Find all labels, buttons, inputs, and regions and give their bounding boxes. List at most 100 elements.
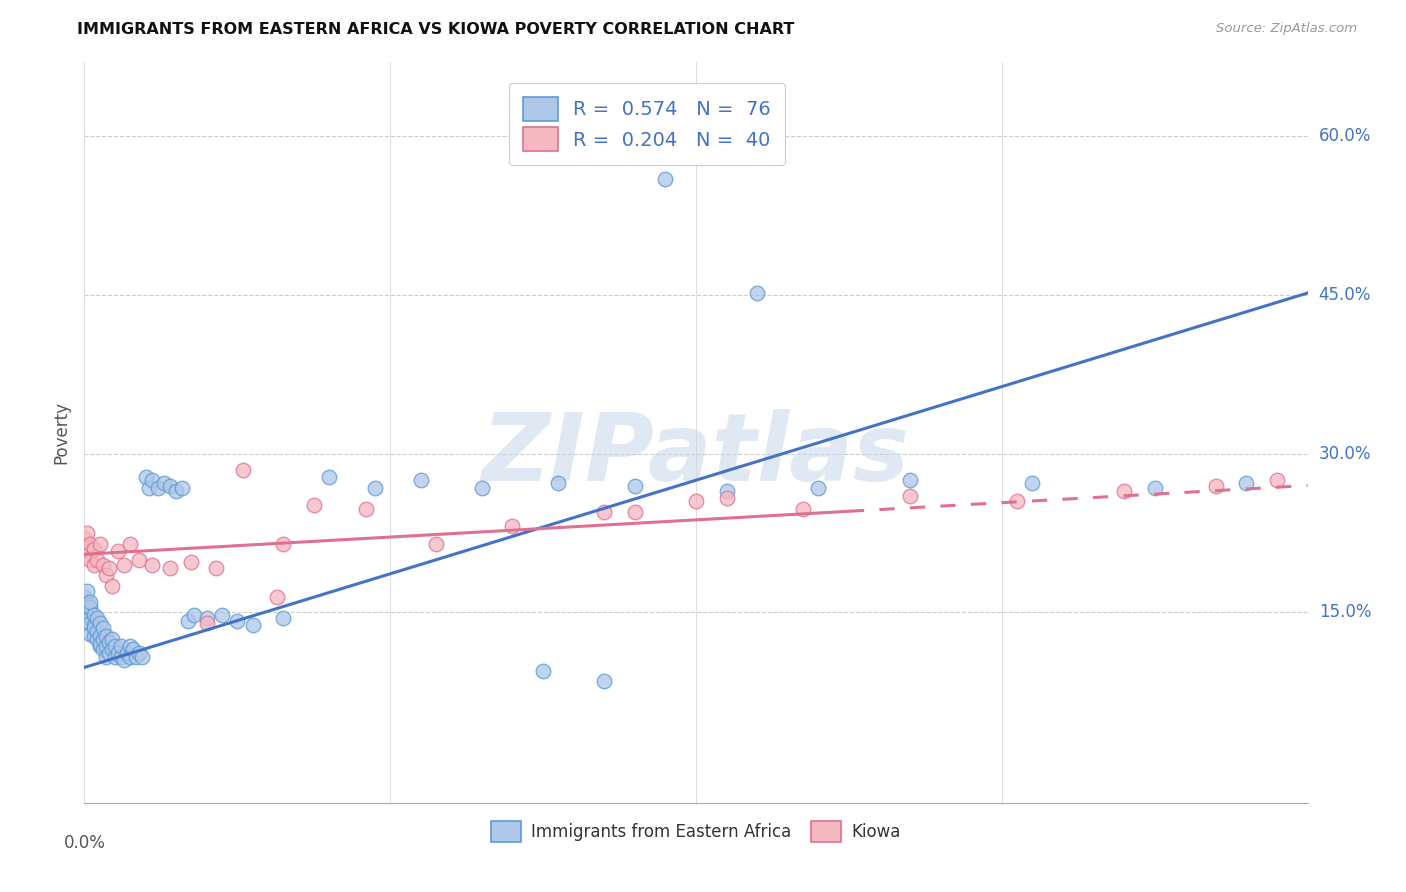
Point: [79, 626, 101, 640]
Point: [86, 611, 108, 625]
Point: [89, 615, 111, 630]
Point: [354, 501, 377, 516]
Point: [195, 611, 218, 625]
Point: [94, 640, 117, 654]
Point: [83, 621, 105, 635]
Point: [271, 537, 294, 551]
Point: [271, 611, 294, 625]
Point: [83, 618, 105, 632]
Point: [83, 607, 105, 622]
Point: [1021, 476, 1043, 491]
Point: [122, 642, 145, 657]
Text: ZIPatlas: ZIPatlas: [482, 409, 910, 500]
Point: [1236, 476, 1258, 491]
Point: [91, 632, 114, 646]
Point: [226, 614, 249, 628]
Point: [115, 646, 138, 660]
Point: [1005, 494, 1028, 508]
Point: [593, 674, 616, 689]
Point: [364, 481, 387, 495]
Text: 45.0%: 45.0%: [1319, 286, 1371, 304]
Point: [593, 505, 616, 519]
Point: [79, 615, 101, 630]
Point: [128, 552, 150, 566]
Point: [425, 537, 447, 551]
Point: [94, 649, 117, 664]
Point: [125, 649, 148, 664]
Point: [131, 649, 153, 664]
Point: [89, 629, 111, 643]
Point: [107, 544, 129, 558]
Point: [624, 505, 647, 519]
Point: [97, 561, 120, 575]
Point: [716, 491, 738, 506]
Point: [73, 532, 96, 546]
Point: [89, 537, 111, 551]
Text: Source: ZipAtlas.com: Source: ZipAtlas.com: [1216, 22, 1357, 36]
Point: [86, 632, 108, 646]
Point: [747, 285, 769, 300]
Point: [547, 476, 569, 491]
Text: 30.0%: 30.0%: [1319, 445, 1371, 463]
Point: [685, 494, 707, 508]
Y-axis label: Poverty: Poverty: [52, 401, 70, 464]
Point: [716, 483, 738, 498]
Point: [91, 621, 114, 635]
Point: [79, 600, 101, 615]
Point: [898, 489, 921, 503]
Point: [177, 614, 200, 628]
Point: [101, 632, 124, 646]
Point: [101, 642, 124, 657]
Point: [141, 558, 163, 572]
Point: [409, 473, 432, 487]
Point: [318, 470, 340, 484]
Legend: Immigrants from Eastern Africa, Kiowa: Immigrants from Eastern Africa, Kiowa: [482, 813, 910, 850]
Point: [502, 518, 524, 533]
Point: [89, 637, 111, 651]
Point: [112, 653, 135, 667]
Point: [86, 624, 108, 639]
Point: [79, 595, 101, 609]
Text: 0.0%: 0.0%: [63, 834, 105, 852]
Point: [232, 462, 254, 476]
Point: [94, 629, 117, 643]
Point: [76, 584, 98, 599]
Point: [302, 498, 325, 512]
Point: [110, 640, 132, 654]
Point: [471, 481, 494, 495]
Point: [1143, 481, 1166, 495]
Point: [172, 481, 194, 495]
Point: [266, 590, 288, 604]
Point: [89, 640, 111, 654]
Text: 60.0%: 60.0%: [1319, 128, 1371, 145]
Point: [183, 607, 205, 622]
Point: [138, 481, 160, 495]
Point: [79, 537, 101, 551]
Point: [76, 595, 98, 609]
Point: [104, 649, 127, 664]
Point: [91, 642, 114, 657]
Point: [195, 615, 218, 630]
Point: [83, 629, 105, 643]
Point: [1114, 483, 1136, 498]
Point: [91, 558, 114, 572]
Point: [79, 611, 101, 625]
Point: [211, 607, 233, 622]
Point: [159, 478, 181, 492]
Point: [83, 558, 105, 572]
Point: [120, 649, 142, 664]
Text: 15.0%: 15.0%: [1319, 603, 1371, 622]
Point: [112, 558, 135, 572]
Point: [624, 478, 647, 492]
Point: [180, 555, 202, 569]
Point: [135, 470, 157, 484]
Point: [104, 640, 127, 654]
Point: [110, 649, 132, 664]
Point: [141, 473, 163, 487]
Point: [76, 600, 98, 615]
Point: [531, 664, 554, 678]
Point: [79, 552, 101, 566]
Point: [101, 579, 124, 593]
Point: [76, 526, 98, 541]
Point: [94, 568, 117, 582]
